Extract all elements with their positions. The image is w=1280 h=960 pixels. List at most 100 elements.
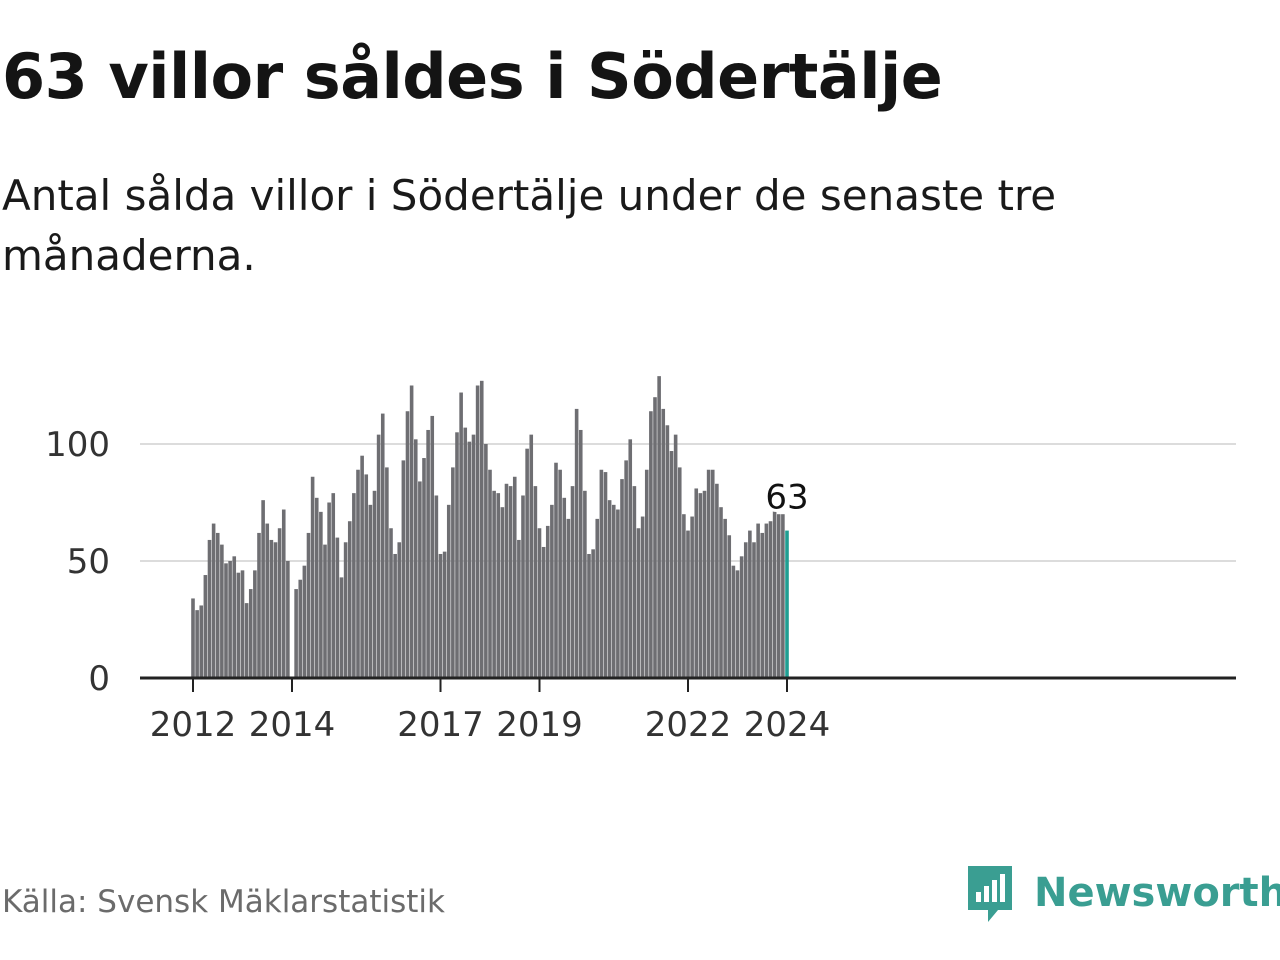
tick-labels: 0 50 100 2012 2014 2017 2019 2022 2024 63 [45,425,830,745]
bar [261,500,265,678]
bar [442,551,447,678]
bar [257,532,261,678]
bar [496,493,501,678]
bar [430,415,435,678]
bar [541,546,546,678]
bar [352,493,356,678]
bar [401,460,406,678]
bar [591,549,595,678]
bar [640,516,645,678]
bar [517,539,521,678]
bar [409,385,414,678]
bar [479,380,484,678]
bar [343,542,348,678]
bar [550,504,554,678]
bar [471,434,476,678]
chart-title: 63 villor såldes i Södertälje [2,40,943,113]
bar [611,504,616,678]
bar [215,532,220,678]
bar [418,481,422,678]
bar [446,504,451,678]
bar [578,429,583,678]
bar [228,561,232,678]
bar [413,439,418,678]
bar [698,493,703,678]
bar [191,598,195,678]
bar [467,441,472,678]
bar [682,514,686,678]
bar [380,413,385,678]
bar [657,376,661,678]
bar [273,542,278,678]
bar [265,523,270,678]
bar [347,521,352,678]
bar [607,500,612,678]
bar [405,411,410,678]
bar [624,460,628,678]
bar [294,589,298,678]
bar [323,544,327,678]
bar [385,467,389,678]
y-tick-label: 100 [45,425,110,465]
bar [504,483,509,678]
brand-name: Newsworthy [1034,870,1280,916]
bar [537,528,542,678]
bar [554,462,558,678]
bar [463,427,468,678]
bar [653,397,657,678]
bar [752,542,756,678]
bar [694,488,699,678]
bar [253,570,257,678]
bar [356,469,360,678]
bar [715,483,719,678]
bar [327,502,331,678]
bar [558,469,562,678]
bar [286,561,290,678]
bar [281,509,286,678]
bar [756,523,760,678]
x-tick-label: 2024 [744,705,831,745]
bar [570,486,575,678]
bar [616,509,620,678]
bar [677,467,682,678]
bar [644,469,649,678]
bar [768,521,773,678]
x-tick-label: 2019 [496,705,583,745]
highlight-value-label: 63 [765,478,808,518]
bar [595,518,600,678]
bar [203,575,208,678]
bar [661,408,666,678]
bar [665,425,670,678]
bar [508,486,513,678]
bar [310,476,315,678]
bar [620,479,624,678]
y-tick-label: 50 [67,542,110,582]
bar [269,539,274,678]
bar [306,532,311,678]
bar [484,444,488,678]
bar [240,570,245,678]
bar [574,408,579,678]
bar [636,528,641,678]
bar [372,490,377,678]
bar [669,451,674,678]
x-tick-label: 2012 [150,705,237,745]
bar-highlight [785,530,789,678]
bar [244,603,249,678]
bar [710,469,715,678]
bar [760,532,765,678]
bar [364,474,369,678]
bar [512,476,517,678]
bar [500,507,505,678]
bar [376,434,381,678]
bar [764,523,769,678]
bar [224,563,228,678]
bar [723,518,727,678]
bar [690,516,694,678]
bar [195,610,199,678]
bar [207,539,212,678]
bar [673,434,678,678]
bar [706,469,711,678]
bar [781,514,785,678]
bar [220,544,224,678]
